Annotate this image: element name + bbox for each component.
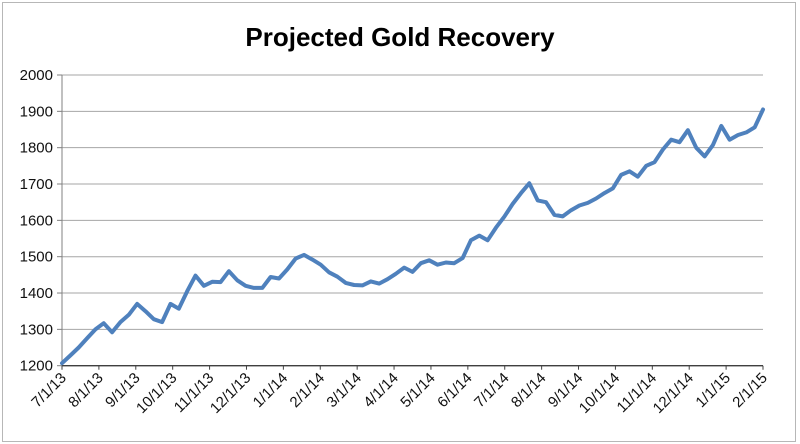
x-axis-tick-label: 10/1/13 <box>133 370 180 417</box>
y-axis-tick-label: 1500 <box>20 249 53 266</box>
x-axis-tick-label: 8/1/14 <box>508 370 550 412</box>
chart-title: Projected Gold Recovery <box>245 22 555 52</box>
x-axis-tick-label: 12/1/14 <box>650 370 697 417</box>
x-axis-tick-label: 8/1/13 <box>65 370 107 412</box>
series-line <box>60 107 765 366</box>
x-axis-tick-label: 12/1/13 <box>207 370 254 417</box>
y-axis-tick-label: 1400 <box>20 285 53 302</box>
x-axis-tick-label: 7/1/13 <box>28 370 70 412</box>
x-axis-tick-label: 5/1/14 <box>397 370 439 412</box>
x-axis-tick-label: 1/1/15 <box>692 370 734 412</box>
y-axis-tick-label: 2000 <box>20 67 53 84</box>
y-axis-tick-label: 1900 <box>20 103 53 120</box>
y-axis-tick-label: 1300 <box>20 321 53 338</box>
x-axis-tick-label: 4/1/14 <box>360 370 402 412</box>
y-axis-tick-label: 1600 <box>20 212 53 229</box>
y-axis-tick-label: 1800 <box>20 140 53 157</box>
x-axis-tick-label: 1/1/14 <box>250 370 292 412</box>
x-axis-tick-label: 6/1/14 <box>434 370 476 412</box>
x-axis-tick-label: 2/1/14 <box>287 370 329 412</box>
x-axis-tick-label: 3/1/14 <box>323 370 365 412</box>
y-axis-tick-label: 1700 <box>20 176 53 193</box>
y-axis-tick-label: 1200 <box>20 358 53 375</box>
x-axis-tick-label: 7/1/14 <box>471 370 513 412</box>
x-axis-tick-label: 10/1/14 <box>576 370 623 417</box>
x-axis-tick-label: 2/1/15 <box>729 370 771 412</box>
